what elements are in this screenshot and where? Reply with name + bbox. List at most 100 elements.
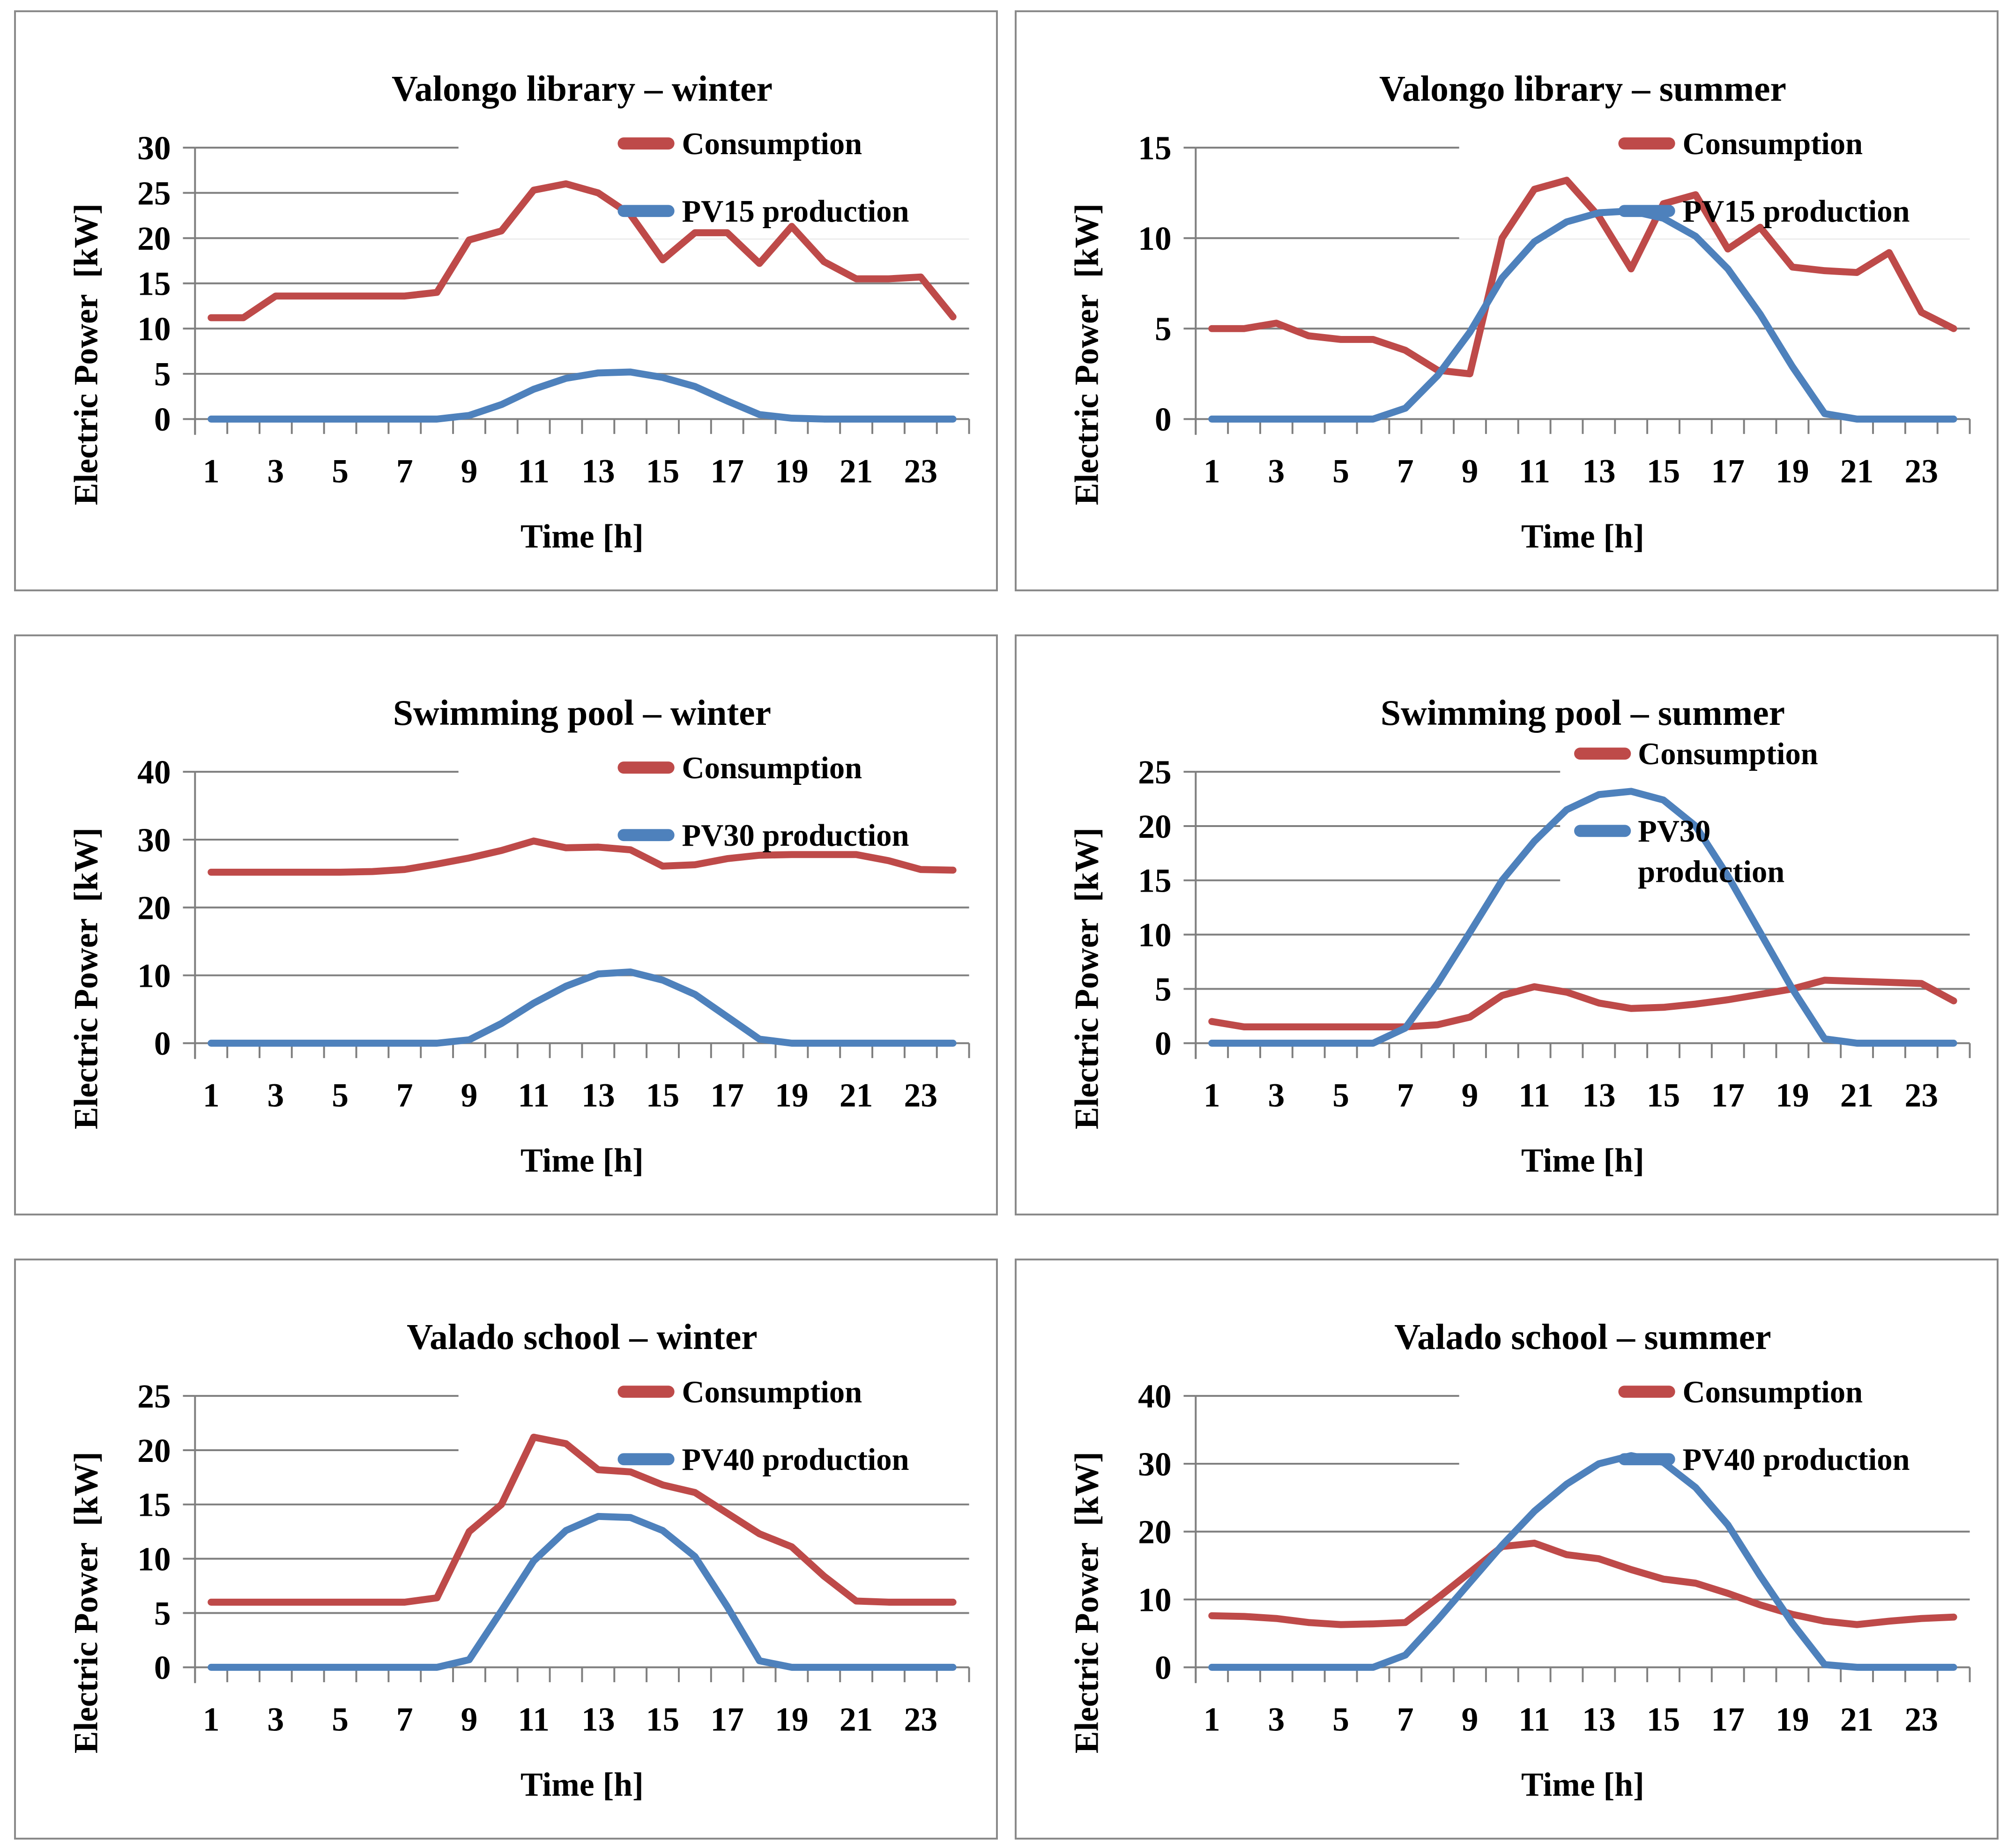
x-tick-label: 7	[396, 1077, 413, 1114]
y-axis	[183, 1395, 196, 1684]
legend-pv-label-line2: production	[1638, 855, 1784, 889]
x-tick-label: 19	[775, 1701, 809, 1738]
x-tick-label: 15	[646, 1077, 680, 1114]
x-tick-label: 15	[1647, 1077, 1680, 1114]
chart-title: Valongo library – summer	[1379, 68, 1786, 109]
y-tick-label: 15	[1138, 863, 1172, 900]
y-axis-title: Electric Power [kW]	[1069, 827, 1106, 1129]
y-tick-label: 0	[1155, 401, 1172, 438]
legend-consumption-swatch	[617, 1386, 675, 1398]
x-axis-title: Time [h]	[520, 1766, 644, 1803]
x-axis-title: Time [h]	[1521, 1766, 1644, 1803]
x-tick-label: 19	[775, 453, 809, 490]
legend-background	[1459, 112, 1971, 239]
x-tick-label: 23	[904, 1077, 938, 1114]
y-tick-label: 20	[1138, 808, 1172, 845]
series-consumption-line	[1208, 177, 1957, 378]
y-tick-label: 15	[137, 1487, 171, 1524]
x-tick-label: 7	[396, 453, 413, 490]
y-tick-label: 25	[1138, 754, 1172, 791]
y-tick-label: 10	[1138, 220, 1172, 257]
x-axis-title: Time [h]	[1521, 1142, 1644, 1179]
x-tick-label: 7	[1397, 1701, 1414, 1738]
x-tick-label: 15	[646, 453, 680, 490]
y-axis-title: Electric Power [kW]	[68, 1452, 105, 1753]
y-tick-label: 25	[137, 175, 171, 212]
x-axis	[194, 419, 970, 434]
x-tick-label: 13	[581, 1077, 615, 1114]
chart-title: Valado school – winter	[407, 1317, 757, 1357]
legend-consumption-label: Consumption	[682, 1375, 862, 1409]
y-tick-label: 10	[1138, 917, 1172, 954]
x-tick-label: 11	[1518, 1701, 1550, 1738]
x-axis-title: Time [h]	[520, 518, 644, 555]
legend-pv-swatch	[1618, 205, 1675, 217]
y-tick-label: 30	[137, 130, 171, 167]
x-tick-label: 13	[581, 453, 615, 490]
x-tick-label: 23	[1905, 1701, 1939, 1738]
x-axis	[1195, 419, 1971, 434]
legend-consumption-label: Consumption	[682, 751, 862, 785]
chart-panel-swimming-pool-winter: Consumption PV30 production Swimming pool …	[14, 634, 998, 1215]
legend-pv-label: PV40 production	[682, 1443, 909, 1477]
x-tick-label: 7	[1397, 453, 1414, 490]
chart-panel-valongo-library-summer: Consumption PV15 production Valongo librar…	[1015, 10, 1999, 591]
y-tick-label: 20	[137, 1432, 171, 1469]
series	[1208, 788, 1957, 1047]
legend-consumption-swatch	[1618, 1386, 1675, 1398]
x-tick-label: 5	[332, 1701, 349, 1738]
x-tick-label: 23	[904, 453, 938, 490]
x-tick-label: 17	[1711, 453, 1745, 490]
x-tick-label: 13	[1582, 453, 1616, 490]
x-tick-label: 13	[1582, 1077, 1616, 1114]
x-tick-label: 21	[840, 1077, 873, 1114]
x-tick-label: 15	[1647, 1701, 1680, 1738]
chart-panel-valado-school-winter: Consumption PV40 production Valado school …	[14, 1259, 998, 1840]
x-tick-label: 11	[518, 1077, 550, 1114]
y-axis-title: Electric Power [kW]	[68, 827, 105, 1129]
series-pv-production-line	[208, 1513, 957, 1671]
x-tick-label: 19	[1776, 1077, 1809, 1114]
x-tick-label: 11	[518, 453, 550, 490]
legend-pv-label-line1: PV30	[1638, 814, 1710, 849]
y-tick-label: 5	[154, 356, 171, 393]
y-tick-label: 15	[1138, 130, 1172, 167]
y-tick-label: 30	[137, 822, 171, 859]
x-tick-label: 5	[1332, 1077, 1349, 1114]
legend-consumption-label: Consumption	[1683, 1375, 1863, 1409]
y-tick-label: 10	[137, 957, 171, 994]
x-tick-label: 1	[1204, 453, 1220, 490]
x-tick-label: 21	[1840, 1701, 1874, 1738]
series-consumption-line	[208, 837, 957, 876]
x-tick-label: 1	[1204, 1701, 1220, 1738]
x-tick-label: 5	[1332, 453, 1349, 490]
x-tick-label: 9	[461, 1077, 478, 1114]
legend-consumption-label: Consumption	[682, 127, 862, 161]
legend-pv-swatch	[617, 829, 675, 842]
y-axis	[183, 147, 196, 435]
x-tick-label: 13	[1582, 1701, 1616, 1738]
series-pv-production-line	[1208, 788, 1957, 1047]
y-axis-title: Electric Power [kW]	[68, 203, 105, 505]
legend-consumption-label: Consumption	[1683, 127, 1863, 161]
y-tick-label: 20	[137, 220, 171, 257]
series-consumption-line	[208, 180, 957, 321]
x-tick-label: 1	[203, 1701, 220, 1738]
legend-pv-swatch	[1618, 1453, 1675, 1466]
x-tick-label: 9	[1462, 453, 1479, 490]
y-tick-label: 30	[1138, 1446, 1172, 1483]
x-tick-label: 15	[1647, 453, 1680, 490]
y-axis	[1183, 771, 1197, 1059]
y-axis	[1183, 147, 1197, 435]
x-tick-label: 19	[1776, 1701, 1809, 1738]
legend-pv-swatch	[617, 205, 675, 217]
x-tick-label: 5	[1332, 1701, 1349, 1738]
y-tick-label: 5	[1155, 311, 1172, 348]
x-tick-label: 3	[268, 1701, 284, 1738]
x-tick-label: 21	[840, 453, 873, 490]
y-axis	[1183, 1395, 1197, 1684]
x-tick-label: 9	[1462, 1077, 1479, 1114]
x-tick-label: 3	[1268, 453, 1285, 490]
legend: Consumption PV15 production	[1618, 127, 1910, 229]
